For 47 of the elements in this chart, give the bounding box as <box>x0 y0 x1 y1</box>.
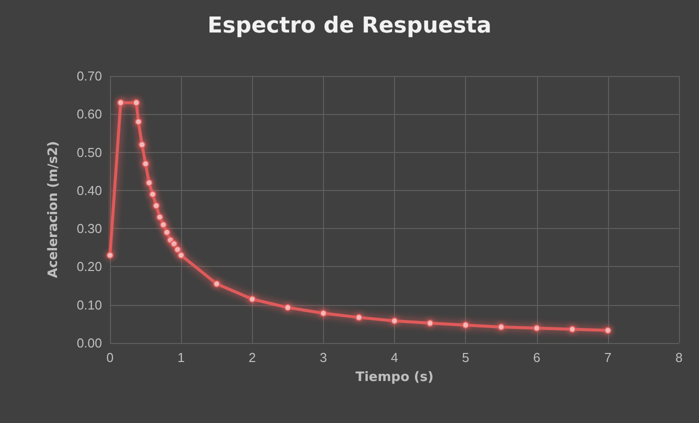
point <box>132 99 140 106</box>
x-tick-label: 1 <box>178 350 185 365</box>
point <box>391 317 398 324</box>
point <box>138 141 146 148</box>
point <box>156 214 164 221</box>
x-tick-label: 7 <box>604 350 612 365</box>
x-tick-label: 8 <box>675 350 683 365</box>
y-tick-label: 0.20 <box>76 259 102 274</box>
point <box>568 326 576 333</box>
y-axis-title: Aceleracion (m/s2) <box>46 141 61 278</box>
point <box>462 322 470 329</box>
y-tick-label: 0.00 <box>76 336 102 350</box>
x-tick-label: 2 <box>248 350 256 365</box>
x-tick-label: 5 <box>462 350 470 365</box>
point <box>248 296 256 303</box>
point <box>106 252 114 259</box>
point <box>284 304 292 312</box>
point <box>213 280 220 288</box>
x-axis-title: Tiempo (s) <box>355 370 434 385</box>
point <box>604 326 612 334</box>
x-tick-label: 0 <box>106 350 114 365</box>
point <box>117 99 124 106</box>
y-tick-label: 0.70 <box>76 68 102 84</box>
point <box>142 160 150 168</box>
y-tick-label: 0.10 <box>76 297 102 312</box>
point <box>320 310 327 317</box>
x-tick-label: 3 <box>320 350 327 365</box>
y-tick-label: 0.50 <box>76 144 102 160</box>
point <box>426 320 434 327</box>
y-tick-label: 0.30 <box>76 221 102 236</box>
point <box>355 314 362 321</box>
point <box>178 252 185 259</box>
point <box>498 323 505 330</box>
point <box>149 190 156 198</box>
point <box>163 228 170 236</box>
point <box>174 246 182 254</box>
point <box>134 118 142 126</box>
x-tick-label: 4 <box>390 350 398 365</box>
y-tick-label: 0.60 <box>76 106 102 122</box>
point <box>146 179 153 186</box>
chart-title: Espectro de Respuesta <box>207 14 492 38</box>
x-tick-label: 6 <box>533 350 540 365</box>
point <box>152 202 160 210</box>
y-tick-label: 0.40 <box>76 182 102 198</box>
point <box>170 240 178 248</box>
point <box>160 221 167 228</box>
point <box>533 324 540 332</box>
